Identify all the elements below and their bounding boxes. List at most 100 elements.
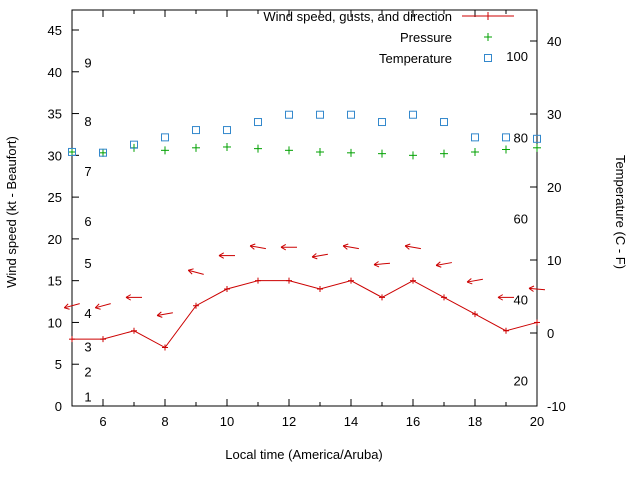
- wind-direction-arrowhead: [249, 243, 256, 247]
- beaufort-label: 3: [84, 340, 91, 355]
- y-right-tick-label: 10: [547, 253, 561, 268]
- y-right-tick-label: 40: [547, 34, 561, 49]
- fahrenheit-label: 60: [514, 211, 528, 226]
- wind-direction-arrow: [343, 245, 359, 250]
- fahrenheit-label: 80: [514, 130, 528, 145]
- fahrenheit-scale: 20 40 60 80 100: [506, 49, 528, 388]
- beaufort-label: 6: [84, 214, 91, 229]
- wind-direction-arrow: [467, 278, 483, 283]
- wind-direction-arrowhead: [404, 243, 411, 247]
- beaufort-label: 7: [84, 164, 91, 179]
- wind-direction-arrowhead: [435, 264, 442, 268]
- wind-direction-arrow: [436, 262, 452, 266]
- wind-direction-arrowhead: [125, 296, 132, 301]
- x-tick-label: 14: [344, 414, 358, 429]
- x-tick-label: 10: [220, 414, 234, 429]
- wind-direction-arrowhead: [156, 311, 162, 316]
- wind-direction-arrowhead: [311, 253, 317, 258]
- beaufort-scale: 1 2 3 4 5 6 7 8 9: [84, 55, 91, 404]
- wind-direction-arrow: [405, 245, 421, 250]
- wind-direction-arrow: [528, 287, 546, 291]
- wind-direction-arrowhead: [404, 245, 410, 250]
- temperature-point: [192, 126, 200, 135]
- x-axis-title: Local time (America/Aruba): [225, 447, 383, 462]
- temperature-point: [347, 110, 355, 119]
- temperature-point: [223, 126, 231, 135]
- wind-direction-arrowhead: [125, 294, 132, 298]
- wind-direction-arrowhead: [342, 245, 348, 250]
- temperature-point: [533, 134, 541, 143]
- legend-marker-pressure-sample: [484, 33, 492, 41]
- wind-direction-arrowhead: [188, 268, 194, 271]
- y-left-tick-label: 15: [48, 274, 62, 289]
- wind-direction-arrowhead: [342, 243, 349, 247]
- y-left-tick-label: 25: [48, 190, 62, 205]
- temperature-point: [130, 140, 138, 149]
- wind-direction-arrowhead: [218, 255, 225, 259]
- y-right-tick-label: -10: [547, 399, 566, 414]
- legend-marker-temperature-sample: [484, 54, 492, 62]
- fahrenheit-label: 100: [506, 49, 528, 64]
- beaufort-label: 5: [84, 256, 91, 271]
- x-tick-label: 18: [468, 414, 482, 429]
- x-axis: 6 8 10 12 14 16 18 20: [99, 10, 544, 429]
- wind-direction-arrow: [188, 269, 204, 275]
- wind-direction-arrowhead: [218, 252, 225, 257]
- wind-direction-arrowhead: [528, 287, 534, 292]
- y-left-tick-label: 45: [48, 23, 62, 38]
- beaufort-label: 8: [84, 114, 91, 129]
- wind-direction-arrowhead: [156, 315, 163, 318]
- x-tick-label: 6: [99, 414, 106, 429]
- temperature-point: [285, 110, 293, 119]
- wind-direction-arrowhead: [497, 296, 504, 301]
- wind-direction-arrowhead: [249, 245, 255, 250]
- plot-border: [71, 9, 538, 407]
- wind-direction-arrow: [373, 262, 391, 266]
- y-left-tick-label: 40: [48, 65, 62, 80]
- wind-direction-arrow: [64, 303, 80, 309]
- temperature-point: [68, 147, 76, 156]
- y-left-tick-label: 20: [48, 232, 62, 247]
- legend-label-wind: Wind speed, gusts, and direction: [263, 9, 452, 24]
- wind-direction-arrow: [157, 312, 173, 316]
- wind-direction-arrowhead: [64, 307, 70, 310]
- beaufort-label: 9: [84, 55, 91, 70]
- temperature-point: [440, 118, 448, 127]
- x-tick-label: 20: [530, 414, 544, 429]
- wind-direction-arrowhead: [373, 261, 379, 266]
- wind-direction-arrowhead: [311, 256, 318, 260]
- wind-direction-arrow: [312, 253, 328, 258]
- y-axis-right-title: Temperature (C - F): [613, 155, 628, 269]
- wind-direction-arrowhead: [95, 307, 101, 310]
- x-tick-label: 16: [406, 414, 420, 429]
- wind-direction-arrowhead: [497, 294, 504, 298]
- temperature-point: [161, 133, 169, 142]
- wind-direction-arrowhead: [466, 278, 472, 283]
- wind-direction-arrowhead: [187, 269, 193, 275]
- fahrenheit-label: 20: [514, 374, 528, 389]
- temperature-point: [471, 133, 479, 142]
- beaufort-label: 4: [84, 306, 91, 321]
- y-right-tick-label: 20: [547, 180, 561, 195]
- wind-speed-line: [72, 280, 538, 349]
- y-right-tick-label: 0: [547, 326, 554, 341]
- wind-direction-arrowhead: [280, 246, 287, 251]
- y-left-tick-label: 5: [55, 357, 62, 372]
- x-tick-label: 8: [161, 414, 168, 429]
- legend: Wind speed, gusts, and direction Pressur…: [263, 9, 514, 66]
- wind-direction-arrow: [95, 303, 111, 309]
- temperature-point: [502, 133, 510, 142]
- wind-direction-arrowhead: [94, 303, 100, 309]
- wind-direction-arrowhead: [280, 244, 287, 248]
- y-right-tick-label: 30: [547, 107, 561, 122]
- y-axis-left-title: Wind speed (kt - Beaufort): [4, 136, 19, 288]
- series-pressure: [68, 142, 541, 160]
- wind-direction-arrowhead: [466, 281, 473, 285]
- legend-temperature-square: [484, 54, 492, 62]
- wind-direction-arrow: [250, 245, 266, 250]
- beaufort-label: 2: [84, 365, 91, 380]
- wind-direction-arrowhead: [435, 261, 441, 266]
- temperature-point: [254, 118, 262, 127]
- temperature-point: [316, 110, 324, 119]
